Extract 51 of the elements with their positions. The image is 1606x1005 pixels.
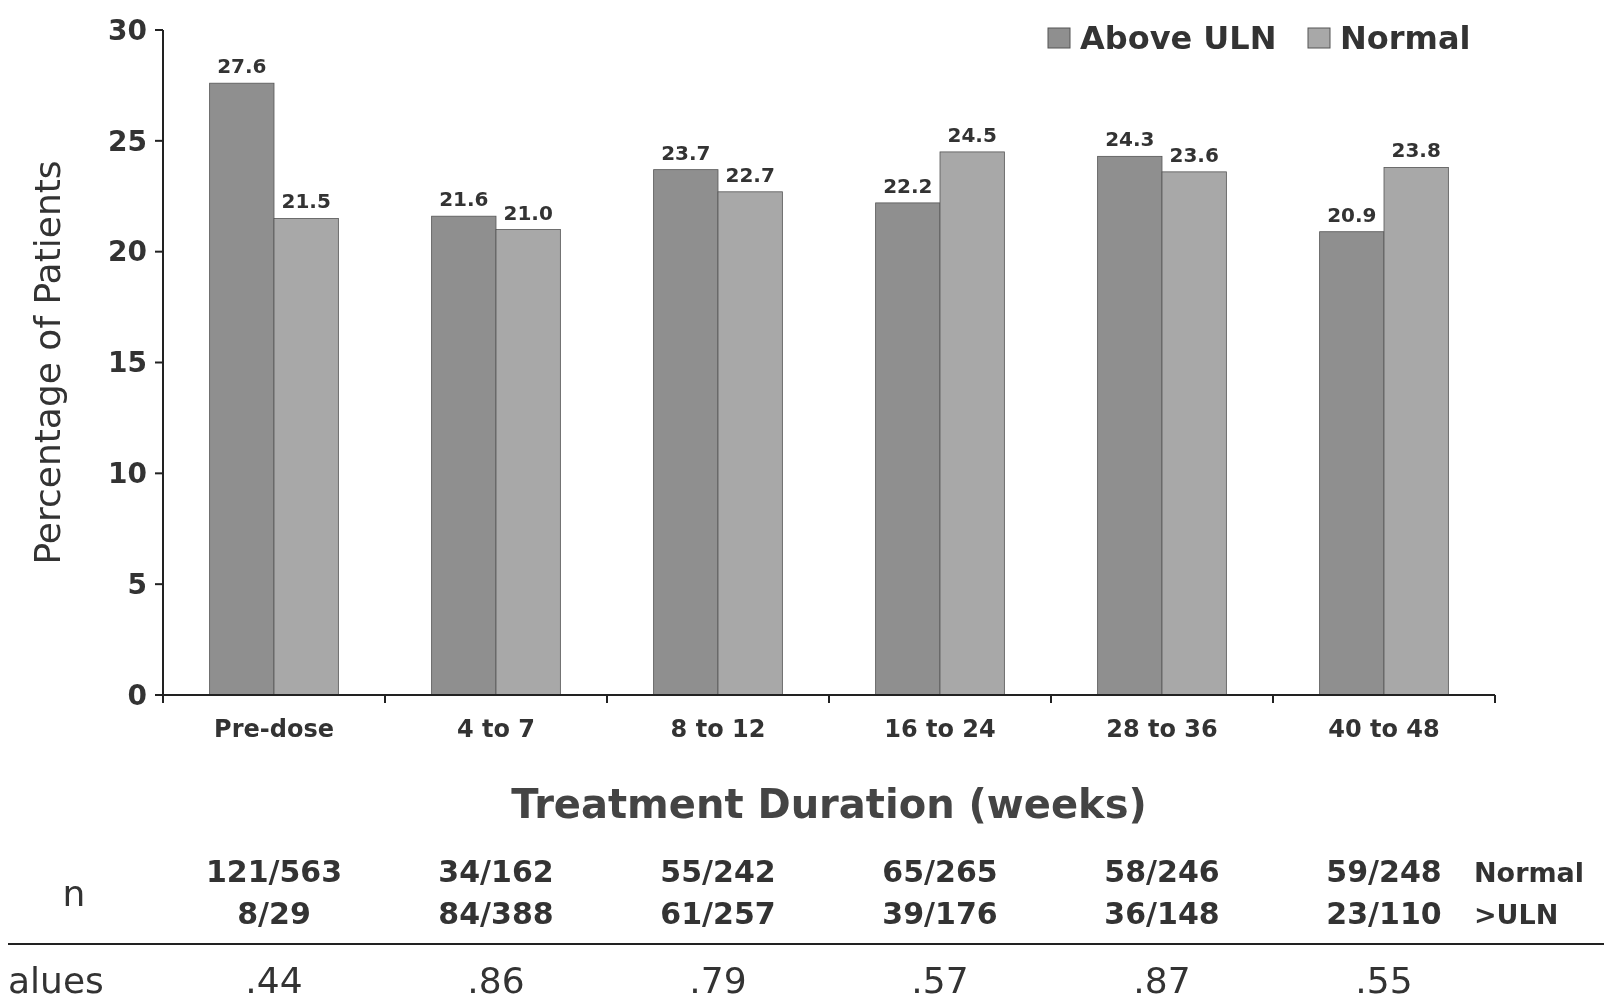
- data-label: 24.5: [947, 122, 997, 147]
- x-tick-label: 4 to 7: [456, 715, 536, 743]
- data-label: 23.6: [1169, 142, 1219, 167]
- data-label: 21.6: [439, 187, 489, 212]
- text: .87: [1133, 960, 1191, 1001]
- x-tick-label: 40 to 48: [1328, 715, 1440, 743]
- text: 84/388: [438, 896, 554, 931]
- x-tick-label: 28 to 36: [1106, 715, 1218, 743]
- y-tick-label: 30: [108, 13, 147, 47]
- y-tick-label: 0: [127, 678, 147, 712]
- text: 23/110: [1326, 896, 1442, 931]
- text: n: [62, 873, 86, 914]
- data-label: 23.7: [661, 140, 711, 165]
- text: 65/265: [882, 854, 998, 889]
- data-label: 21.0: [503, 200, 553, 225]
- x-tick-label: Pre-dose: [214, 715, 334, 743]
- data-label: 23.8: [1391, 138, 1441, 163]
- data-label: 24.3: [1105, 127, 1155, 152]
- data-label: 22.2: [883, 173, 933, 198]
- data-label: 27.6: [217, 54, 267, 79]
- text: .79: [689, 960, 747, 1001]
- legend-label: Above ULN: [1080, 19, 1277, 58]
- text: 36/148: [1104, 896, 1220, 931]
- y-tick-label: 15: [108, 346, 147, 380]
- y-axis-title: Percentage of Patients: [27, 160, 68, 565]
- data-label: 22.7: [725, 162, 775, 187]
- text: 34/162: [438, 854, 554, 889]
- text: .57: [911, 960, 969, 1001]
- text: 61/257: [660, 896, 776, 931]
- text: 121/563: [205, 854, 343, 889]
- x-tick-label: 16 to 24: [884, 715, 996, 743]
- text: 58/246: [1104, 854, 1220, 889]
- y-tick-label: 25: [108, 124, 147, 158]
- text: 59/248: [1326, 854, 1442, 889]
- text: >ULN: [1474, 899, 1559, 930]
- y-tick-label: 10: [108, 457, 147, 491]
- text: Normal: [1474, 857, 1585, 888]
- text: alues: [8, 960, 104, 1001]
- text: 8/29: [237, 896, 311, 931]
- data-label: 20.9: [1327, 202, 1377, 227]
- y-tick-label: 20: [108, 235, 147, 269]
- text: .44: [245, 960, 303, 1001]
- text: .55: [1355, 960, 1413, 1001]
- text: 55/242: [660, 854, 776, 889]
- text: 39/176: [882, 896, 998, 931]
- x-tick-label: 8 to 12: [670, 715, 766, 743]
- text: .86: [467, 960, 525, 1001]
- y-tick-label: 5: [127, 567, 147, 601]
- data-label: 21.5: [281, 189, 331, 214]
- legend-label: Normal: [1340, 19, 1471, 58]
- x-axis-title: Treatment Duration (weeks): [511, 781, 1147, 827]
